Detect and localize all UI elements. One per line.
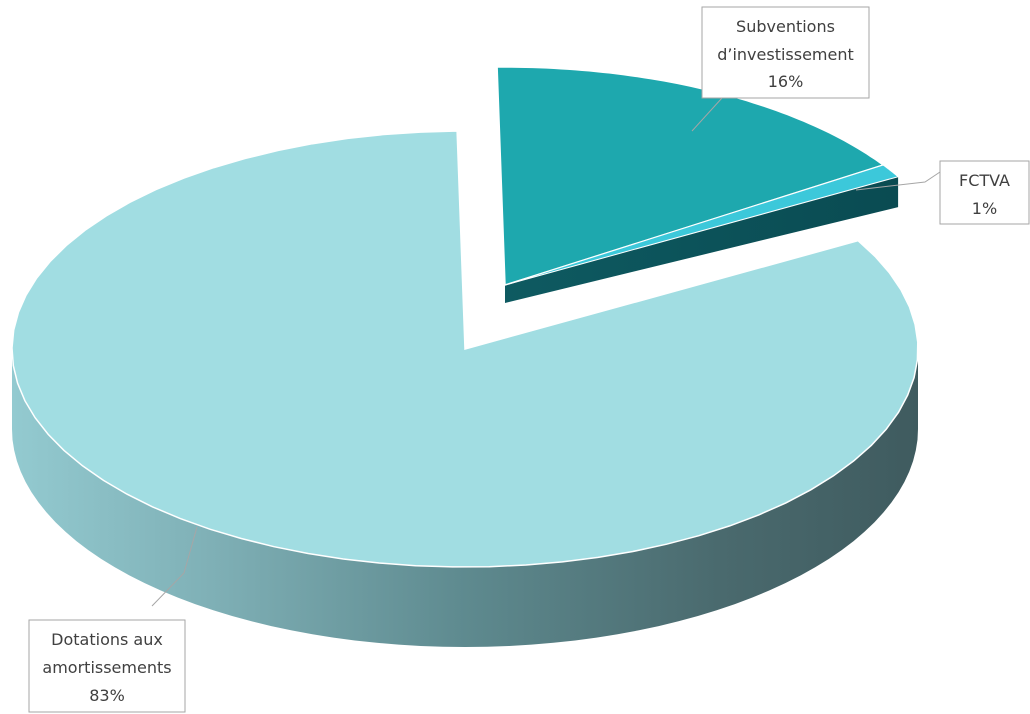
data-label-subventions: Subventions d’investissement 16% [701, 6, 870, 99]
data-label-box [939, 160, 1030, 225]
pie-slice-dotations[interactable] [11, 130, 919, 568]
data-label-line: Dotations aux [51, 630, 163, 649]
data-label-box [701, 6, 870, 99]
data-label-line: Subventions [736, 17, 835, 36]
data-label-line: amortissements [42, 658, 171, 677]
data-label-percent: 1% [972, 199, 997, 218]
data-label-percent: 16% [768, 72, 804, 91]
leader-line-dotations [151, 526, 198, 607]
data-label-line: FCTVA [959, 171, 1010, 190]
pie-slice-fctva[interactable] [504, 164, 900, 286]
data-label-box [28, 619, 186, 713]
pie-slice-side-subventions [505, 176, 899, 303]
pie-slice-side-dotations [12, 349, 918, 647]
leader-line-subventions [691, 97, 723, 132]
data-label-line: d’investissement [717, 45, 854, 64]
data-label-fctva: FCTVA 1% [939, 160, 1030, 225]
leader-line-fctva [855, 171, 941, 191]
data-label-dotations: Dotations aux amortissements 83% [28, 619, 186, 713]
data-label-percent: 83% [89, 686, 125, 705]
